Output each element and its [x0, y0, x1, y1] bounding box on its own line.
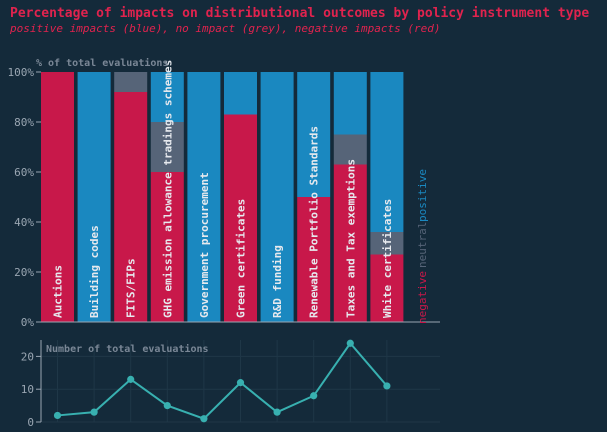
- category-label: Government procurement: [198, 172, 211, 318]
- bar-segment-positive: [370, 72, 404, 232]
- y-tick-label: 60%: [14, 166, 34, 179]
- bar-segment-negative: [224, 114, 257, 322]
- y-tick-label: 0%: [21, 316, 35, 329]
- data-point: [200, 415, 208, 423]
- bar-segment-neutral: [114, 72, 148, 92]
- data-point: [53, 411, 62, 420]
- chart-title: Percentage of impacts on distributional …: [10, 6, 589, 21]
- category-label: GHG emission allowance tradings schemes: [161, 60, 174, 318]
- data-point: [236, 379, 245, 387]
- bar-segment-negative: [114, 92, 148, 322]
- bar-segment-negative: [333, 164, 367, 322]
- y-tick-label: 100%: [8, 66, 35, 79]
- bar-segment-negative: [370, 254, 404, 322]
- bar-segment-neutral: [150, 122, 184, 172]
- category-label: FITS/FIPs: [125, 258, 138, 318]
- bar-chart-ylabel: % of total evaluations: [36, 57, 168, 69]
- y-tick-label: 0: [27, 416, 34, 429]
- bar-segment-neutral: [333, 134, 367, 165]
- data-point: [310, 392, 318, 400]
- bar-segment-neutral: [370, 232, 404, 255]
- data-point: [383, 382, 391, 390]
- y-tick-label: 10: [21, 383, 34, 396]
- y-tick-label: 40%: [14, 216, 34, 229]
- data-point: [273, 408, 281, 416]
- y-tick-label: 80%: [14, 116, 34, 129]
- bar-segment-positive: [297, 72, 331, 197]
- bar-segment-negative: [297, 197, 331, 322]
- bar-segment-positive: [187, 72, 221, 322]
- legend-label-positive: positive: [416, 169, 429, 222]
- bar-segment-positive: [150, 72, 184, 122]
- bar-segment-positive: [77, 72, 111, 322]
- chart-subtitle: positive impacts (blue), no impact (grey…: [9, 22, 440, 35]
- category-label: R&D funding: [271, 245, 284, 318]
- bar-segment-positive: [260, 72, 294, 322]
- y-tick-label: 20%: [14, 266, 34, 279]
- y-tick-label: 20: [21, 350, 34, 363]
- data-point: [346, 339, 354, 347]
- data-point: [127, 375, 135, 383]
- category-label: Auctions: [52, 265, 65, 318]
- category-label: White certificates: [381, 199, 394, 318]
- bar-segment-positive: [224, 72, 257, 115]
- bar-segment-positive: [333, 72, 367, 135]
- category-label: Renewable Portfolio Standards: [308, 126, 321, 318]
- category-label: Taxes and Tax exemptions: [344, 159, 357, 318]
- data-point: [163, 402, 171, 410]
- stacked-bar-chart: 0% 20% 40% 60% 80% 100% Auctions Building codes…: [8, 60, 440, 329]
- legend-label-negative: negative: [416, 271, 429, 324]
- category-label: Building codes: [88, 225, 101, 318]
- line-chart-ylabel: Number of total evaluations: [46, 343, 209, 355]
- legend-label-neutral: neutral: [416, 222, 429, 268]
- category-label: Green certificates: [235, 199, 248, 318]
- line-chart: 0 10 20: [21, 339, 440, 429]
- bar-segment-negative: [150, 172, 184, 322]
- series-line: [57, 341, 388, 420]
- data-point: [90, 408, 98, 416]
- bar-segment-negative: [41, 72, 74, 322]
